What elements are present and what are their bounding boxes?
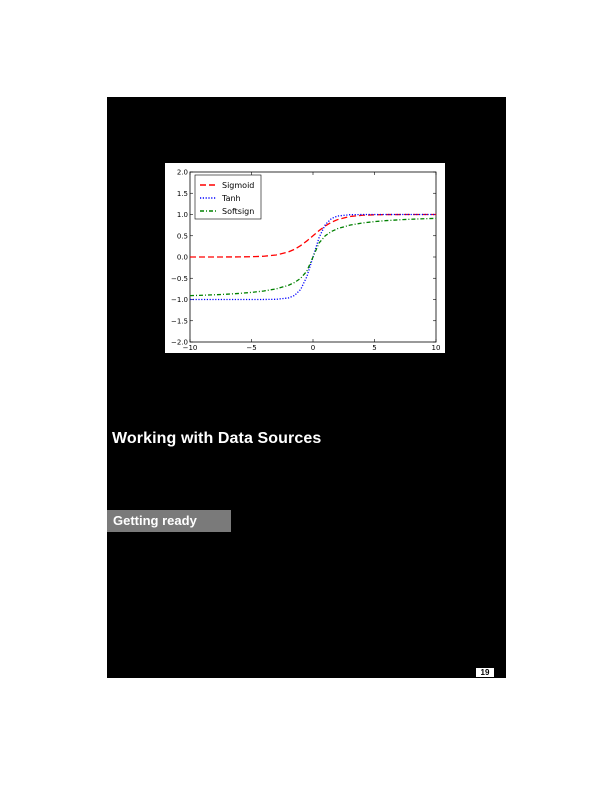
x-tick-label: 0 [311, 344, 315, 352]
series-line-softsign [189, 217, 437, 297]
y-tick-label: 0.0 [177, 254, 188, 262]
legend-label-softsign: Softsign [222, 207, 254, 216]
subsection-header: Getting ready [107, 510, 231, 532]
page-number: 19 [476, 668, 494, 677]
section-title: Working with Data Sources [112, 430, 322, 447]
x-tick-label: −5 [246, 344, 256, 352]
series-line-sigmoid [190, 213, 436, 258]
y-tick-label: 1.0 [177, 211, 188, 219]
x-tick-label: 5 [372, 344, 376, 352]
subsection-title: Getting ready [113, 513, 197, 528]
x-tick-label: −10 [183, 344, 198, 352]
y-tick-label: −1.5 [171, 317, 188, 325]
y-tick-label: −0.5 [171, 275, 188, 283]
legend-label-tanh: Tanh [221, 194, 241, 203]
x-tick-label: 10 [432, 344, 441, 352]
y-tick-label: −1.0 [171, 296, 188, 304]
activation-functions-figure: 2.0 1.5 1.0 0.5 0.0 −0.5 −1.0 −1.5 −2.0 −10 −5 0 5 10… [165, 163, 445, 353]
line-chart: 2.0 1.5 1.0 0.5 0.0 −0.5 −1.0 −1.5 −2.0−10 −5 0 5 10… [171, 169, 441, 353]
y-tick-label: 2.0 [177, 169, 188, 177]
page-content: 2.0 1.5 1.0 0.5 0.0 −0.5 −1.0 −1.5 −2.0 −10 −5 0 5 10… [107, 97, 506, 678]
legend-label-sigmoid: Sigmoid [222, 181, 254, 190]
y-tick-label: −2.0 [171, 339, 188, 347]
y-tick-label: 1.5 [177, 190, 188, 198]
y-tick-label: 0.5 [177, 232, 188, 240]
